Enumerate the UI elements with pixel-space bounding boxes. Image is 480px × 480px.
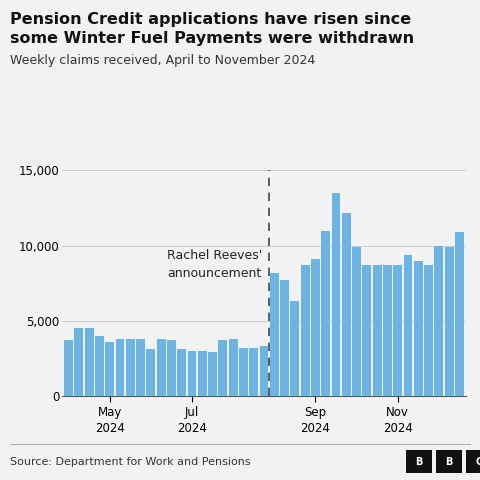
Bar: [116, 339, 124, 396]
Bar: [74, 328, 83, 396]
Bar: [434, 246, 443, 396]
Bar: [239, 348, 248, 396]
Bar: [455, 232, 464, 396]
Bar: [352, 247, 361, 396]
Bar: [342, 213, 351, 396]
Bar: [95, 336, 104, 396]
Bar: [218, 340, 227, 396]
Bar: [177, 349, 186, 396]
Bar: [290, 301, 299, 396]
Bar: [249, 348, 258, 396]
Text: some Winter Fuel Payments were withdrawn: some Winter Fuel Payments were withdrawn: [10, 31, 414, 46]
Bar: [64, 340, 73, 396]
Bar: [167, 340, 176, 396]
Bar: [157, 339, 166, 396]
Text: B: B: [445, 457, 453, 467]
Bar: [105, 342, 114, 396]
Bar: [146, 349, 155, 396]
Bar: [321, 230, 330, 396]
Bar: [424, 265, 433, 396]
Bar: [404, 254, 412, 396]
Text: Pension Credit applications have risen since: Pension Credit applications have risen s…: [10, 12, 411, 27]
Bar: [85, 328, 94, 396]
Bar: [445, 247, 454, 396]
Bar: [332, 193, 340, 396]
Bar: [136, 339, 145, 396]
Bar: [126, 339, 135, 396]
Bar: [270, 273, 279, 396]
Bar: [362, 265, 371, 396]
Text: Source: Department for Work and Pensions: Source: Department for Work and Pensions: [10, 457, 250, 467]
Text: Rachel Reeves'
announcement: Rachel Reeves' announcement: [167, 249, 262, 280]
Bar: [260, 347, 268, 396]
Bar: [188, 351, 196, 396]
Bar: [414, 261, 423, 396]
Bar: [393, 265, 402, 396]
Bar: [383, 265, 392, 396]
Text: C: C: [476, 457, 480, 467]
Bar: [198, 351, 207, 396]
Bar: [229, 339, 238, 396]
Bar: [311, 259, 320, 396]
Bar: [373, 265, 382, 396]
Text: Weekly claims received, April to November 2024: Weekly claims received, April to Novembe…: [10, 54, 315, 67]
Bar: [280, 280, 289, 396]
Bar: [301, 265, 310, 396]
Bar: [208, 352, 217, 396]
Text: B: B: [415, 457, 422, 467]
